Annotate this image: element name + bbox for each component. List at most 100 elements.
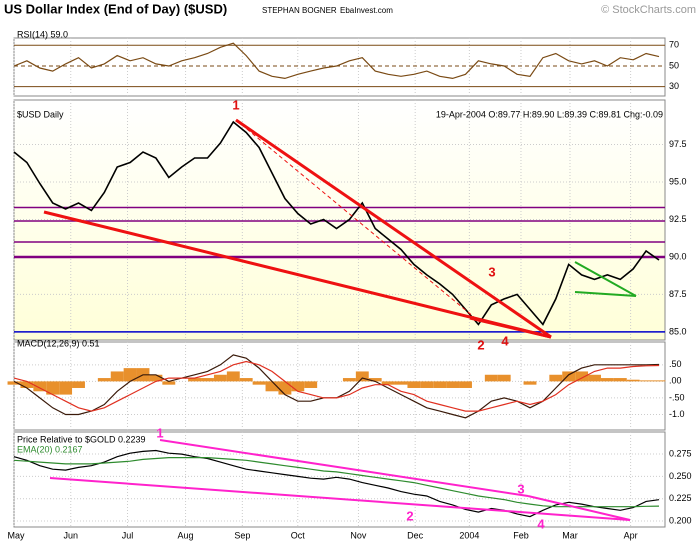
author: STEPHAN BOGNER — [262, 6, 337, 15]
chart-title: US Dollar Index (End of Day) ($USD) — [4, 1, 227, 16]
y-tick-label: 0.225 — [669, 493, 692, 503]
histogram-bar — [639, 380, 653, 382]
x-tick-label: Aug — [178, 530, 194, 540]
histogram-bar — [497, 374, 511, 382]
y-tick-label: 0.275 — [669, 448, 692, 458]
histogram-bar — [304, 381, 318, 388]
annotation: 1 — [232, 97, 239, 112]
histogram-bar — [575, 371, 589, 382]
trendline — [159, 439, 529, 497]
x-tick-label: Apr — [624, 530, 638, 540]
y-tick-label: -1.0 — [669, 409, 685, 419]
panel-label: RSI(14) 59.0 — [17, 29, 68, 39]
legend-entry: Price Relative to $GOLD 0.2239 — [17, 434, 146, 444]
histogram-bar — [291, 381, 305, 392]
annotation: 3 — [488, 264, 495, 279]
trendline — [235, 118, 552, 339]
annotation: 4 — [501, 333, 509, 348]
histogram-bar — [613, 378, 627, 382]
histogram-bar — [407, 381, 421, 388]
x-tick-label: Dec — [407, 530, 424, 540]
y-tick-label: 50 — [669, 60, 679, 70]
trendlines — [43, 118, 637, 521]
ohlc-info: 19-Apr-2004 O:89.77 H:89.90 L:89.39 C:89… — [436, 109, 663, 119]
histogram-bar — [188, 378, 202, 382]
histogram-bar — [523, 381, 537, 385]
histogram-bar — [278, 381, 292, 395]
trendline — [43, 210, 552, 339]
y-tick-label: 90.0 — [669, 251, 687, 261]
histogram-bar — [433, 381, 447, 388]
panel — [13, 99, 666, 341]
panel — [13, 341, 666, 431]
annotation: 4 — [537, 516, 545, 531]
panel — [13, 431, 666, 528]
histogram-bar — [600, 378, 614, 382]
histogram-bar — [213, 374, 227, 382]
histogram-bar — [59, 381, 73, 395]
histogram-bar — [549, 374, 563, 382]
y-tick-label: 97.5 — [669, 139, 687, 149]
histogram-bar — [97, 378, 111, 382]
series-line — [13, 457, 660, 508]
histogram-bar — [420, 381, 434, 388]
histogram-bar — [162, 381, 176, 385]
annotation: 1 — [156, 425, 163, 440]
y-tick-label: 87.5 — [669, 289, 687, 299]
histogram-bar — [20, 381, 34, 388]
copyright: © StockCharts.com — [601, 4, 696, 16]
y-tick-label: -.50 — [669, 392, 685, 402]
x-tick-label: Sep — [234, 530, 250, 540]
trendline — [574, 291, 637, 297]
histogram-bar — [252, 381, 266, 385]
histogram-bar — [123, 368, 137, 382]
histogram-bar — [652, 380, 666, 382]
histogram-bar — [239, 378, 253, 382]
legend-entry: EMA(20) 0.2167 — [17, 444, 83, 454]
x-tick-label: Nov — [350, 530, 367, 540]
histogram-bar — [46, 381, 60, 395]
histogram-bar — [342, 378, 356, 382]
histogram-bar — [33, 381, 47, 392]
y-tick-label: 0.250 — [669, 471, 692, 481]
histogram-bar — [7, 381, 21, 385]
annotation: 2 — [406, 508, 413, 523]
x-tick-label: May — [7, 530, 25, 540]
trendline — [49, 477, 631, 521]
y-tick-label: 92.5 — [669, 214, 687, 224]
series-line — [13, 360, 660, 412]
y-tick-label: 95.0 — [669, 176, 687, 186]
x-tick-label: Feb — [513, 530, 529, 540]
histogram-bar — [381, 381, 395, 385]
histogram-bar — [588, 374, 601, 382]
annotation: 3 — [517, 481, 524, 496]
histogram-bar — [110, 371, 124, 382]
histogram-bar — [201, 378, 214, 382]
y-tick-label: .00 — [669, 376, 682, 386]
histogram-bar — [368, 378, 382, 382]
y-tick-label: 85.0 — [669, 326, 687, 336]
histogram-bar — [484, 374, 498, 382]
panel — [13, 37, 666, 97]
histogram-bar — [394, 381, 408, 385]
histogram-bar — [459, 381, 472, 388]
x-tick-label: Mar — [562, 530, 578, 540]
site: EbaInvest.com — [340, 6, 393, 15]
histogram-bar — [446, 381, 460, 388]
histogram-bar — [626, 379, 640, 382]
histogram-bar — [72, 381, 85, 388]
x-tick-label: Oct — [291, 530, 306, 540]
panel-label: $USD Daily — [17, 109, 64, 119]
x-tick-label: Jul — [122, 530, 134, 540]
trendline — [235, 119, 481, 323]
panel-label: MACD(12,26,9) 0.51 — [17, 338, 100, 348]
y-tick-label: 0.200 — [669, 515, 692, 525]
y-tick-label: .50 — [669, 359, 682, 369]
x-tick-label: 2004 — [459, 530, 479, 540]
histogram-bar — [562, 371, 576, 382]
series-line — [13, 42, 660, 80]
series-line — [13, 120, 660, 326]
histogram-bar — [226, 371, 240, 382]
